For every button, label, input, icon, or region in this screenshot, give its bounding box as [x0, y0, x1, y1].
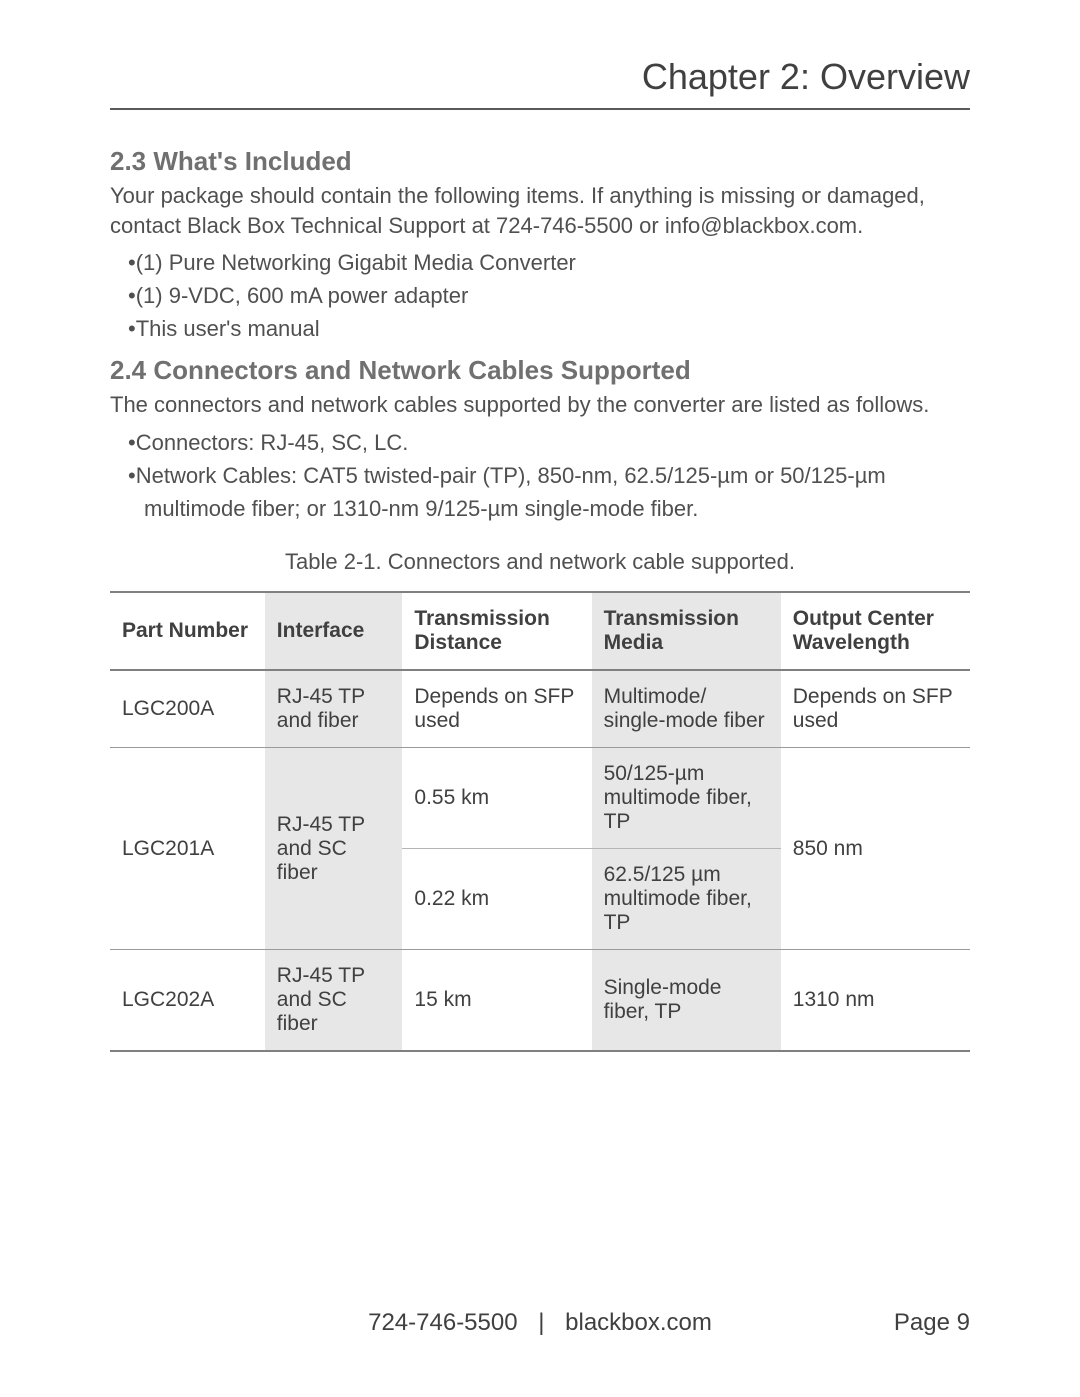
list-item: (1) 9-VDC, 600 mA power adapter	[128, 279, 970, 312]
cell-media: Multimode/ single-mode fiber	[592, 670, 781, 748]
col-output-wavelength: Output Center Wavelength	[781, 592, 970, 670]
section-2-3-list: (1) Pure Networking Gigabit Media Conver…	[110, 246, 970, 345]
cell-part: LGC200A	[110, 670, 265, 748]
cell-distance: 15 km	[402, 950, 591, 1052]
table-caption: Table 2-1. Connectors and network cable …	[110, 549, 970, 575]
section-2-4-heading: 2.4 Connectors and Network Cables Suppor…	[110, 355, 970, 386]
spec-table: Part Number Interface Transmission Dista…	[110, 591, 970, 1052]
footer-center: 724-746-5500 | blackbox.com	[110, 1309, 970, 1337]
section-2-4-intro: The connectors and network cables suppor…	[110, 390, 970, 420]
footer-separator: |	[538, 1309, 544, 1336]
footer-site: blackbox.com	[565, 1309, 712, 1336]
table-row: LGC201A RJ-45 TP and SC fiber 0.55 km 50…	[110, 748, 970, 849]
cell-interface: RJ-45 TP and SC fiber	[265, 748, 403, 950]
table-row: LGC200A RJ-45 TP and fiber Depends on SF…	[110, 670, 970, 748]
col-part-number: Part Number	[110, 592, 265, 670]
page-footer: 724-746-5500 | blackbox.com Page 9	[0, 1309, 1080, 1337]
cell-distance: 0.22 km	[402, 849, 591, 950]
table-header-row: Part Number Interface Transmission Dista…	[110, 592, 970, 670]
cell-wavelength: Depends on SFP used	[781, 670, 970, 748]
col-transmission-media: Transmission Media	[592, 592, 781, 670]
section-2-3-heading: 2.3 What's Included	[110, 146, 970, 177]
cell-distance: Depends on SFP used	[402, 670, 591, 748]
list-item: Connectors: RJ-45, SC, LC.	[128, 426, 970, 459]
cell-wavelength: 1310 nm	[781, 950, 970, 1052]
cell-part: LGC202A	[110, 950, 265, 1052]
col-interface: Interface	[265, 592, 403, 670]
page: Chapter 2: Overview 2.3 What's Included …	[0, 0, 1080, 1397]
divider-top	[110, 108, 970, 110]
cell-distance: 0.55 km	[402, 748, 591, 849]
cell-media: 50/125-µm multimode fiber, TP	[592, 748, 781, 849]
footer-phone: 724-746-5500	[368, 1309, 517, 1336]
section-2-4-list: Connectors: RJ-45, SC, LC. Network Cable…	[110, 426, 970, 525]
cell-wavelength: 850 nm	[781, 748, 970, 950]
list-item: This user's manual	[128, 312, 970, 345]
chapter-title: Chapter 2: Overview	[110, 56, 970, 108]
footer-page: Page 9	[894, 1309, 970, 1337]
cell-part: LGC201A	[110, 748, 265, 950]
col-transmission-distance: Transmission Distance	[402, 592, 591, 670]
table-row: LGC202A RJ-45 TP and SC fiber 15 km Sing…	[110, 950, 970, 1052]
list-item: (1) Pure Networking Gigabit Media Conver…	[128, 246, 970, 279]
cell-interface: RJ-45 TP and fiber	[265, 670, 403, 748]
section-2-3-intro: Your package should contain the followin…	[110, 181, 970, 240]
list-item: Network Cables: CAT5 twisted-pair (TP), …	[128, 459, 970, 525]
cell-media: Single-mode fiber, TP	[592, 950, 781, 1052]
cell-interface: RJ-45 TP and SC fiber	[265, 950, 403, 1052]
cell-media: 62.5/125 µm multimode fiber, TP	[592, 849, 781, 950]
